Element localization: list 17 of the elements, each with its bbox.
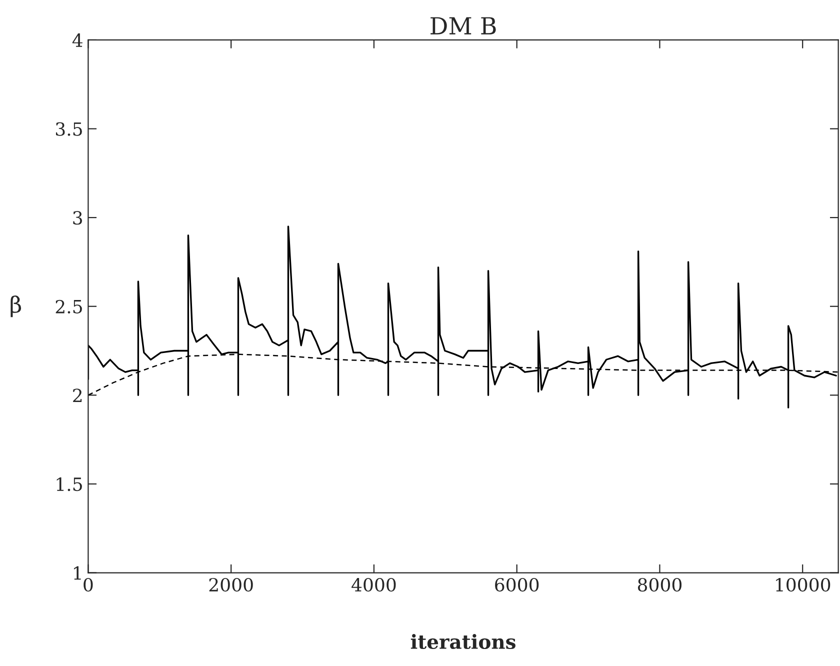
y-axis-title: β xyxy=(10,296,22,318)
y-tick-label: 1 xyxy=(74,566,81,580)
x-tick-label: 2000 xyxy=(209,578,253,592)
y-tick-label: 1.5 xyxy=(56,477,82,492)
x-tick-label: 6000 xyxy=(495,578,539,592)
y-tick-label: 3 xyxy=(73,211,82,225)
x-tick-label: 10000 xyxy=(776,578,830,592)
x-tick-label: 0 xyxy=(84,578,93,592)
y-tick-label: 2 xyxy=(73,388,82,402)
x-axis-title: iterations xyxy=(410,634,516,650)
y-tick-label: 4 xyxy=(72,33,82,47)
chart-title: DM B xyxy=(430,17,496,34)
y-tick-label: 2.5 xyxy=(56,300,82,314)
x-tick-label: 8000 xyxy=(638,578,682,592)
line-series xyxy=(88,226,837,408)
y-tick-label: 3.5 xyxy=(56,122,82,136)
x-tick-label: 4000 xyxy=(352,578,396,592)
